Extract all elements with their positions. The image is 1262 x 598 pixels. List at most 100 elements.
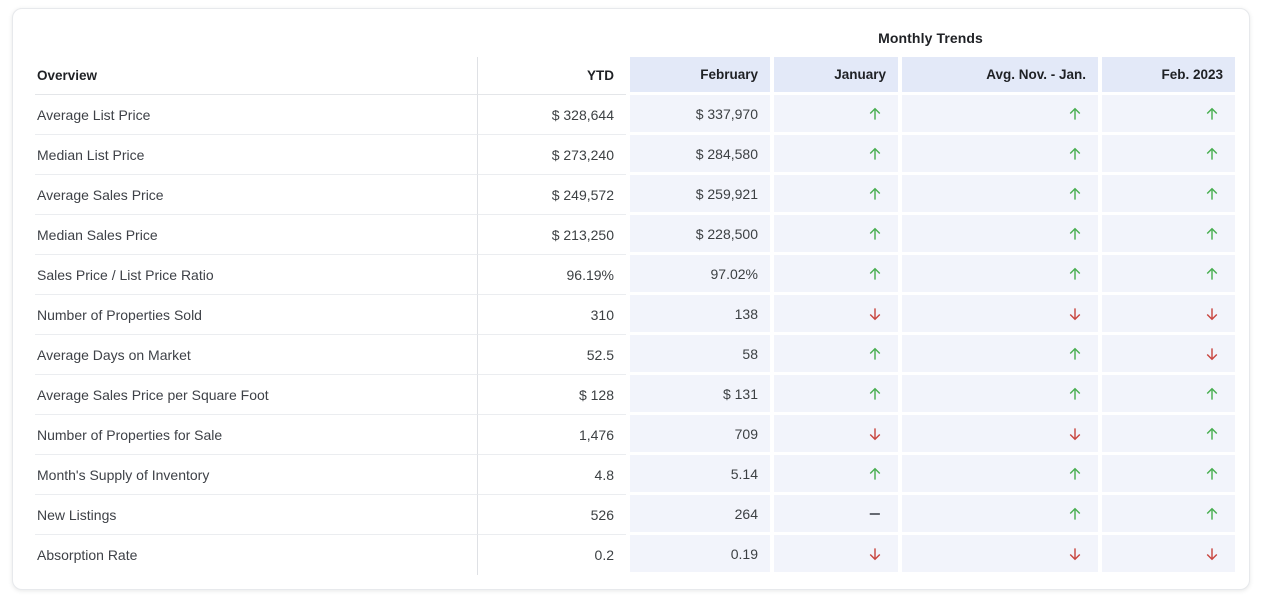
ytd-value-cell: $ 273,240 — [478, 135, 626, 175]
table-row: Number of Properties for Sale 1,476 709 — [35, 415, 1236, 455]
metric-label-cell: Sales Price / List Price Ratio — [35, 255, 478, 295]
february-value-cell: 709 — [626, 415, 770, 455]
trend-up-icon — [1206, 507, 1218, 520]
trend-up-icon — [1206, 107, 1218, 120]
table-row: Month's Supply of Inventory 4.8 5.14 — [35, 455, 1236, 495]
ytd-value-cell: 96.19% — [478, 255, 626, 295]
january-trend-cell — [770, 415, 898, 455]
february-value-cell: $ 337,970 — [626, 95, 770, 135]
metric-label-cell: Average Days on Market — [35, 335, 478, 375]
february-value-cell: $ 131 — [626, 375, 770, 415]
avg-nov-jan-trend-cell — [898, 135, 1098, 175]
column-header-feb-2023: Feb. 2023 — [1098, 57, 1236, 95]
trend-up-icon — [1069, 507, 1081, 520]
ytd-value-cell: $ 328,644 — [478, 95, 626, 135]
table-row: Average List Price $ 328,644 $ 337,970 — [35, 95, 1236, 135]
trend-up-icon — [1069, 467, 1081, 480]
metric-label-cell: Month's Supply of Inventory — [35, 455, 478, 495]
avg-nov-jan-trend-cell — [898, 455, 1098, 495]
feb-2023-trend-cell — [1098, 295, 1236, 335]
trend-down-icon — [1206, 548, 1218, 560]
feb-2023-trend-cell — [1098, 215, 1236, 255]
january-trend-cell — [770, 535, 898, 575]
feb-2023-trend-cell — [1098, 415, 1236, 455]
metric-label-cell: Median List Price — [35, 135, 478, 175]
table-row: Number of Properties Sold 310 138 — [35, 295, 1236, 335]
column-header-avg-nov-jan: Avg. Nov. - Jan. — [898, 57, 1098, 95]
trend-up-icon — [869, 267, 881, 280]
table-row: Average Sales Price $ 249,572 $ 259,921 — [35, 175, 1236, 215]
trend-up-icon — [869, 347, 881, 360]
feb-2023-trend-cell — [1098, 535, 1236, 575]
group-header-row: Monthly Trends — [35, 19, 1236, 57]
feb-2023-trend-cell — [1098, 175, 1236, 215]
trend-up-icon — [1069, 187, 1081, 200]
avg-nov-jan-trend-cell — [898, 95, 1098, 135]
february-value-cell: $ 228,500 — [626, 215, 770, 255]
ytd-value-cell: 526 — [478, 495, 626, 535]
avg-nov-jan-trend-cell — [898, 375, 1098, 415]
january-trend-cell — [770, 95, 898, 135]
ytd-value-cell: 0.2 — [478, 535, 626, 575]
february-value-cell: $ 284,580 — [626, 135, 770, 175]
table-row: Sales Price / List Price Ratio 96.19% 97.0… — [35, 255, 1236, 295]
trend-down-icon — [869, 428, 881, 440]
feb-2023-trend-cell — [1098, 455, 1236, 495]
trend-up-icon — [1206, 267, 1218, 280]
ytd-value-cell: 52.5 — [478, 335, 626, 375]
metric-label-cell: Absorption Rate — [35, 535, 478, 575]
january-trend-cell — [770, 455, 898, 495]
ytd-value-cell: 1,476 — [478, 415, 626, 455]
january-trend-cell — [770, 335, 898, 375]
feb-2023-trend-cell — [1098, 495, 1236, 535]
column-header-january: January — [770, 57, 898, 95]
trend-up-icon — [1206, 187, 1218, 200]
column-header-overview: Overview — [35, 57, 478, 95]
metric-label-cell: Average Sales Price per Square Foot — [35, 375, 478, 415]
ytd-value-cell: $ 249,572 — [478, 175, 626, 215]
feb-2023-trend-cell — [1098, 255, 1236, 295]
january-trend-cell — [770, 495, 898, 535]
metric-label-cell: New Listings — [35, 495, 478, 535]
trend-flat-icon — [869, 512, 880, 515]
feb-2023-trend-cell — [1098, 375, 1236, 415]
january-trend-cell — [770, 375, 898, 415]
column-header-february: February — [626, 57, 770, 95]
trend-down-icon — [869, 308, 881, 320]
january-trend-cell — [770, 295, 898, 335]
trend-up-icon — [869, 107, 881, 120]
metric-label-cell: Average List Price — [35, 95, 478, 135]
table-row: New Listings 526 264 — [35, 495, 1236, 535]
avg-nov-jan-trend-cell — [898, 335, 1098, 375]
trend-down-icon — [1069, 428, 1081, 440]
market-stats-table: Monthly Trends Overview YTD February Jan… — [35, 19, 1236, 575]
table-row: Absorption Rate 0.2 0.19 — [35, 535, 1236, 575]
january-trend-cell — [770, 175, 898, 215]
trend-up-icon — [1206, 427, 1218, 440]
avg-nov-jan-trend-cell — [898, 495, 1098, 535]
group-header-spacer — [35, 19, 626, 57]
trend-up-icon — [869, 387, 881, 400]
january-trend-cell — [770, 255, 898, 295]
trend-down-icon — [1069, 308, 1081, 320]
trend-up-icon — [1069, 267, 1081, 280]
trend-up-icon — [869, 187, 881, 200]
trend-up-icon — [1069, 387, 1081, 400]
feb-2023-trend-cell — [1098, 95, 1236, 135]
february-value-cell: 0.19 — [626, 535, 770, 575]
avg-nov-jan-trend-cell — [898, 535, 1098, 575]
market-stats-card: Monthly Trends Overview YTD February Jan… — [12, 8, 1250, 590]
january-trend-cell — [770, 135, 898, 175]
february-value-cell: 58 — [626, 335, 770, 375]
ytd-value-cell: 4.8 — [478, 455, 626, 495]
metric-label-cell: Average Sales Price — [35, 175, 478, 215]
table-body: Average List Price $ 328,644 $ 337,970 Medi… — [35, 95, 1236, 575]
feb-2023-trend-cell — [1098, 135, 1236, 175]
trend-down-icon — [869, 548, 881, 560]
trend-up-icon — [1069, 147, 1081, 160]
avg-nov-jan-trend-cell — [898, 175, 1098, 215]
trend-up-icon — [1206, 147, 1218, 160]
trend-up-icon — [1069, 347, 1081, 360]
avg-nov-jan-trend-cell — [898, 295, 1098, 335]
trend-up-icon — [869, 147, 881, 160]
